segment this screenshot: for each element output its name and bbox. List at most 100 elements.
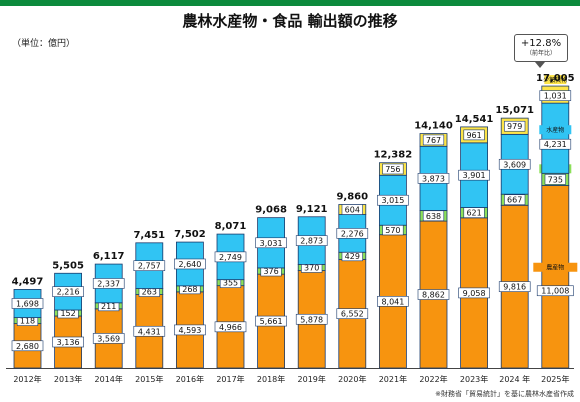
value-label-small-9: 756 [385, 165, 400, 174]
value-label-box-fish-1 [52, 286, 84, 297]
value-label-box-fish-4 [174, 258, 206, 270]
value-label-box-agri-7 [295, 313, 328, 325]
value-label-fish-9: 3,015 [381, 196, 404, 205]
value-label-fish-7: 2,873 [300, 237, 323, 246]
value-label-box-forest-13 [544, 174, 566, 185]
value-label-agri-8: 6,552 [341, 310, 364, 319]
value-label-fish-13: 4,231 [544, 140, 567, 149]
value-label-box-fish-11 [458, 169, 490, 181]
value-label-box-small-10 [422, 134, 445, 146]
value-label-box-agri-1 [52, 336, 84, 348]
value-label-small-11: 961 [466, 131, 481, 140]
total-label-2: 6,117 [93, 251, 125, 262]
bar-segment-agri-13 [541, 185, 570, 369]
category-label-3: 2015年 [135, 374, 163, 384]
header-bar [0, 0, 580, 6]
category-label-5: 2017年 [216, 374, 244, 384]
value-label-forest-4: 268 [182, 285, 197, 294]
value-label-forest-5: 355 [223, 279, 238, 288]
value-label-box-fish-6 [255, 237, 287, 249]
value-label-agri-13: 11,008 [541, 287, 569, 296]
value-label-box-fish-12 [498, 158, 531, 170]
value-label-forest-2: 211 [101, 302, 116, 311]
total-label-3: 7,451 [133, 230, 165, 241]
total-label-6: 9,068 [255, 205, 287, 216]
total-label-4: 7,502 [174, 229, 206, 240]
bar-segment-fish-13 [541, 102, 570, 174]
value-label-fish-0: 1,698 [16, 299, 39, 308]
total-label-11: 14,541 [455, 114, 494, 125]
value-label-fish-4: 2,640 [178, 260, 201, 269]
value-label-fish-11: 3,901 [463, 171, 486, 180]
value-label-box-agri-8 [336, 308, 369, 319]
value-label-box-fish-8 [336, 228, 369, 239]
value-label-forest-9: 570 [385, 226, 400, 235]
value-label-box-forest-12 [504, 194, 526, 206]
total-label-9: 12,382 [374, 150, 413, 161]
category-label-0: 2012年 [13, 374, 41, 384]
value-label-forest-12: 667 [507, 196, 522, 205]
total-label-7: 9,121 [296, 204, 328, 215]
value-label-small-13: 1,031 [544, 92, 567, 101]
value-label-box-small-12 [504, 120, 526, 132]
value-label-box-agri-6 [255, 315, 287, 327]
value-label-forest-8: 429 [345, 252, 360, 261]
category-label-8: 2020年 [338, 374, 366, 384]
value-label-agri-11: 9,058 [463, 289, 486, 298]
value-label-box-agri-4 [174, 324, 206, 336]
value-label-box-fish-3 [133, 260, 166, 271]
value-label-box-fish-2 [92, 278, 125, 289]
category-label-11: 2023年 [460, 374, 488, 384]
value-label-box-agri-13 [536, 285, 574, 297]
growth-callout-value: +12.8% [520, 38, 562, 49]
category-label-1: 2013年 [54, 374, 82, 384]
category-label-7: 2019年 [298, 374, 326, 384]
value-label-box-small-9 [382, 163, 404, 175]
value-label-box-fish-13 [539, 138, 572, 150]
value-label-box-agri-10 [417, 289, 450, 300]
category-label-9: 2021年 [379, 374, 407, 384]
value-label-box-agri-9 [377, 296, 409, 307]
value-label-fish-6: 3,031 [260, 239, 283, 248]
value-label-forest-6: 376 [263, 267, 278, 276]
value-label-fish-10: 3,873 [422, 174, 445, 183]
value-label-forest-13: 735 [548, 175, 563, 184]
series-name-bg-small [544, 75, 567, 85]
value-label-fish-8: 2,276 [341, 229, 364, 238]
series-name-fish: 水産物 [546, 126, 564, 134]
value-label-agri-3: 4,431 [138, 327, 161, 336]
total-label-1: 5,505 [52, 260, 84, 271]
value-label-box-agri-3 [133, 325, 166, 337]
value-label-box-fish-10 [417, 173, 450, 184]
value-label-box-agri-11 [458, 287, 490, 299]
unit-label: （単位：億円） [12, 39, 76, 49]
value-label-fish-12: 3,609 [503, 160, 526, 169]
series-name-bg-fish [539, 125, 572, 135]
value-label-forest-0: 118 [20, 317, 35, 326]
value-label-forest-3: 263 [142, 288, 157, 297]
value-label-box-agri-2 [92, 333, 125, 344]
value-label-forest-11: 621 [466, 209, 481, 218]
value-label-fish-5: 2,749 [219, 253, 242, 262]
value-label-box-fish-5 [214, 251, 247, 263]
total-label-10: 14,140 [414, 121, 453, 132]
value-label-agri-0: 2,680 [16, 342, 39, 351]
value-label-box-agri-0 [11, 340, 44, 352]
category-label-6: 2018年 [257, 374, 285, 384]
value-label-fish-2: 2,337 [97, 279, 120, 288]
value-label-forest-1: 152 [60, 309, 75, 318]
value-label-small-8: 604 [345, 206, 360, 215]
value-label-fish-3: 2,757 [138, 262, 161, 271]
total-label-8: 9,860 [336, 192, 368, 203]
value-label-agri-2: 3,569 [97, 334, 120, 343]
value-label-box-fish-9 [377, 194, 409, 206]
growth-callout-note: （前年比） [525, 50, 556, 57]
total-label-13: 17,005 [536, 73, 575, 84]
value-label-box-small-11 [463, 129, 485, 141]
category-label-2: 2014年 [95, 374, 123, 384]
value-label-forest-7: 370 [304, 263, 319, 272]
category-label-10: 2022年 [419, 374, 447, 384]
category-label-4: 2016年 [176, 374, 204, 384]
value-label-box-fish-0 [11, 298, 44, 309]
